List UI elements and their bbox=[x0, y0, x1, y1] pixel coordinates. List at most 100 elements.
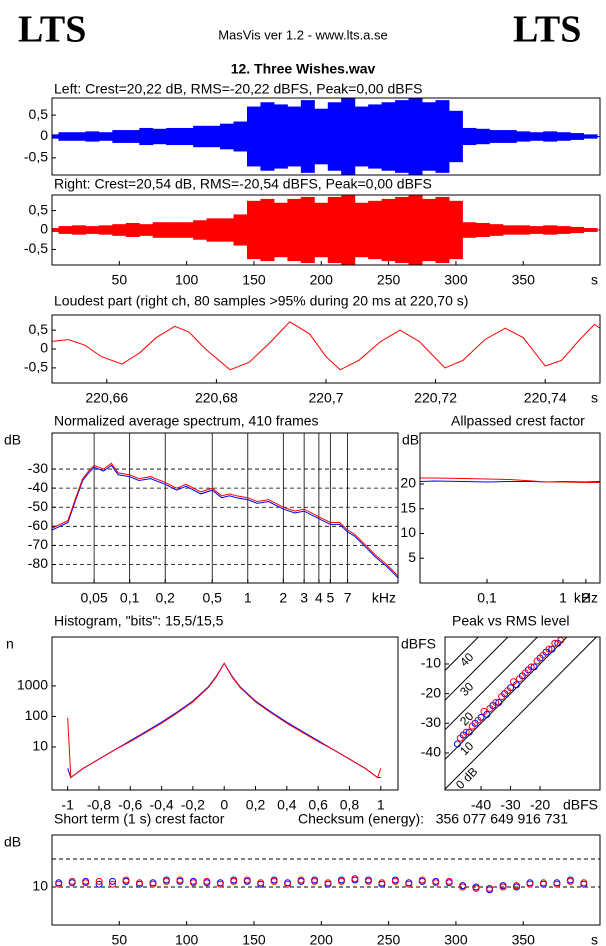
point bbox=[55, 880, 63, 888]
x-axis-label: s bbox=[591, 390, 598, 406]
point bbox=[580, 879, 588, 887]
point bbox=[230, 877, 238, 885]
panel-title: Peak vs RMS level bbox=[452, 613, 569, 629]
point bbox=[498, 693, 506, 701]
y-tick-label: -10 bbox=[421, 655, 441, 671]
point bbox=[566, 877, 574, 885]
point bbox=[257, 879, 265, 887]
series-line bbox=[52, 321, 600, 371]
y-tick-label: -40 bbox=[28, 479, 48, 495]
x-tick-label: 100 bbox=[175, 272, 199, 288]
x-tick-label: 4 bbox=[315, 590, 323, 606]
point bbox=[486, 704, 494, 712]
y-tick-label: 0,5 bbox=[29, 321, 49, 337]
plot-area bbox=[52, 433, 398, 583]
x-tick-label: 220,66 bbox=[85, 390, 128, 406]
point bbox=[109, 877, 117, 885]
x-tick-label: -0,8 bbox=[87, 797, 111, 813]
series-line bbox=[52, 464, 398, 579]
y-axis-label: dB bbox=[402, 432, 419, 448]
x-tick-label: 0,2 bbox=[155, 590, 175, 606]
panel-title: Normalized average spectrum, 410 frames bbox=[54, 413, 319, 429]
point bbox=[216, 880, 224, 888]
point bbox=[504, 687, 512, 695]
point bbox=[499, 883, 507, 891]
app-title: MasVis ver 1.2 - www.lts.a.se bbox=[218, 27, 388, 42]
y-tick-label: 0 bbox=[40, 221, 48, 237]
plot-frame bbox=[51, 97, 601, 176]
point bbox=[527, 663, 535, 671]
plot-area bbox=[445, 637, 600, 790]
x-tick-label: 7 bbox=[344, 590, 352, 606]
x-tick-label: 0,1 bbox=[477, 590, 497, 606]
y-tick-label: 0,5 bbox=[29, 201, 49, 217]
point bbox=[530, 663, 538, 671]
y-axis-label: dB bbox=[4, 834, 21, 850]
x-tick-label: 220,74 bbox=[524, 390, 567, 406]
x-tick-label: -0,6 bbox=[118, 797, 142, 813]
x-tick-label: 150 bbox=[242, 932, 266, 946]
point bbox=[82, 879, 90, 887]
plot-area bbox=[420, 433, 600, 583]
point bbox=[109, 880, 117, 888]
point bbox=[539, 879, 547, 887]
x-tick-label: 300 bbox=[444, 272, 468, 288]
series-line bbox=[52, 462, 398, 577]
plot-frame bbox=[419, 432, 601, 584]
y-tick-label: -80 bbox=[28, 555, 48, 571]
x-tick-label: 50 bbox=[112, 272, 128, 288]
y-tick-label: 100 bbox=[25, 707, 49, 723]
point bbox=[351, 875, 359, 883]
point bbox=[337, 877, 345, 885]
point bbox=[456, 734, 464, 742]
point bbox=[539, 651, 547, 659]
panel-title: Right: Crest=20,54 dB, RMS=-20,54 dBFS, … bbox=[54, 176, 432, 192]
plot-frame bbox=[51, 314, 601, 384]
panel-title: Allpassed crest factor bbox=[451, 413, 585, 429]
point bbox=[176, 876, 184, 884]
x-tick-label: 0,8 bbox=[340, 797, 360, 813]
point bbox=[465, 728, 473, 736]
x-tick-label: 350 bbox=[512, 932, 536, 946]
point bbox=[526, 880, 534, 888]
y-axis-label: dB bbox=[4, 432, 21, 448]
x-tick-label: 0,05 bbox=[80, 590, 107, 606]
point bbox=[462, 728, 470, 736]
y-tick-label: -0,5 bbox=[24, 149, 48, 165]
plot-frame bbox=[444, 636, 601, 791]
point bbox=[474, 716, 482, 724]
x-axis-label: s bbox=[591, 932, 598, 946]
x-tick-label: -0,4 bbox=[150, 797, 174, 813]
point bbox=[548, 645, 556, 653]
y-tick-label: 10 bbox=[32, 878, 48, 894]
point bbox=[468, 722, 476, 730]
y-tick-label: 20 bbox=[400, 475, 416, 491]
point bbox=[445, 877, 453, 885]
y-tick-label: 15 bbox=[400, 499, 416, 515]
logo: LTS bbox=[18, 9, 86, 51]
plot-area bbox=[52, 637, 398, 790]
file-name: 12. Three Wishes.wav bbox=[231, 61, 376, 77]
x-tick-label: 100 bbox=[175, 932, 199, 946]
point bbox=[203, 877, 211, 885]
x-tick-label: 0,6 bbox=[308, 797, 328, 813]
point bbox=[95, 880, 103, 888]
y-tick-label: 5 bbox=[408, 549, 416, 565]
y-tick-label: 0 bbox=[40, 340, 48, 356]
point bbox=[480, 707, 488, 715]
crest-line bbox=[445, 637, 598, 790]
x-tick-label: 150 bbox=[242, 272, 266, 288]
x-tick-label: 1 bbox=[559, 590, 567, 606]
point bbox=[509, 678, 517, 686]
y-tick-label: -40 bbox=[421, 744, 441, 760]
point bbox=[453, 740, 461, 748]
x-tick-label: 300 bbox=[444, 932, 468, 946]
point bbox=[533, 657, 541, 665]
y-tick-label: -70 bbox=[28, 536, 48, 552]
x-tick-label: -0,2 bbox=[181, 797, 205, 813]
x-tick-label: 220,72 bbox=[414, 390, 457, 406]
series-line bbox=[420, 477, 600, 483]
plot-frame bbox=[51, 636, 399, 791]
plot-frame bbox=[51, 194, 601, 266]
